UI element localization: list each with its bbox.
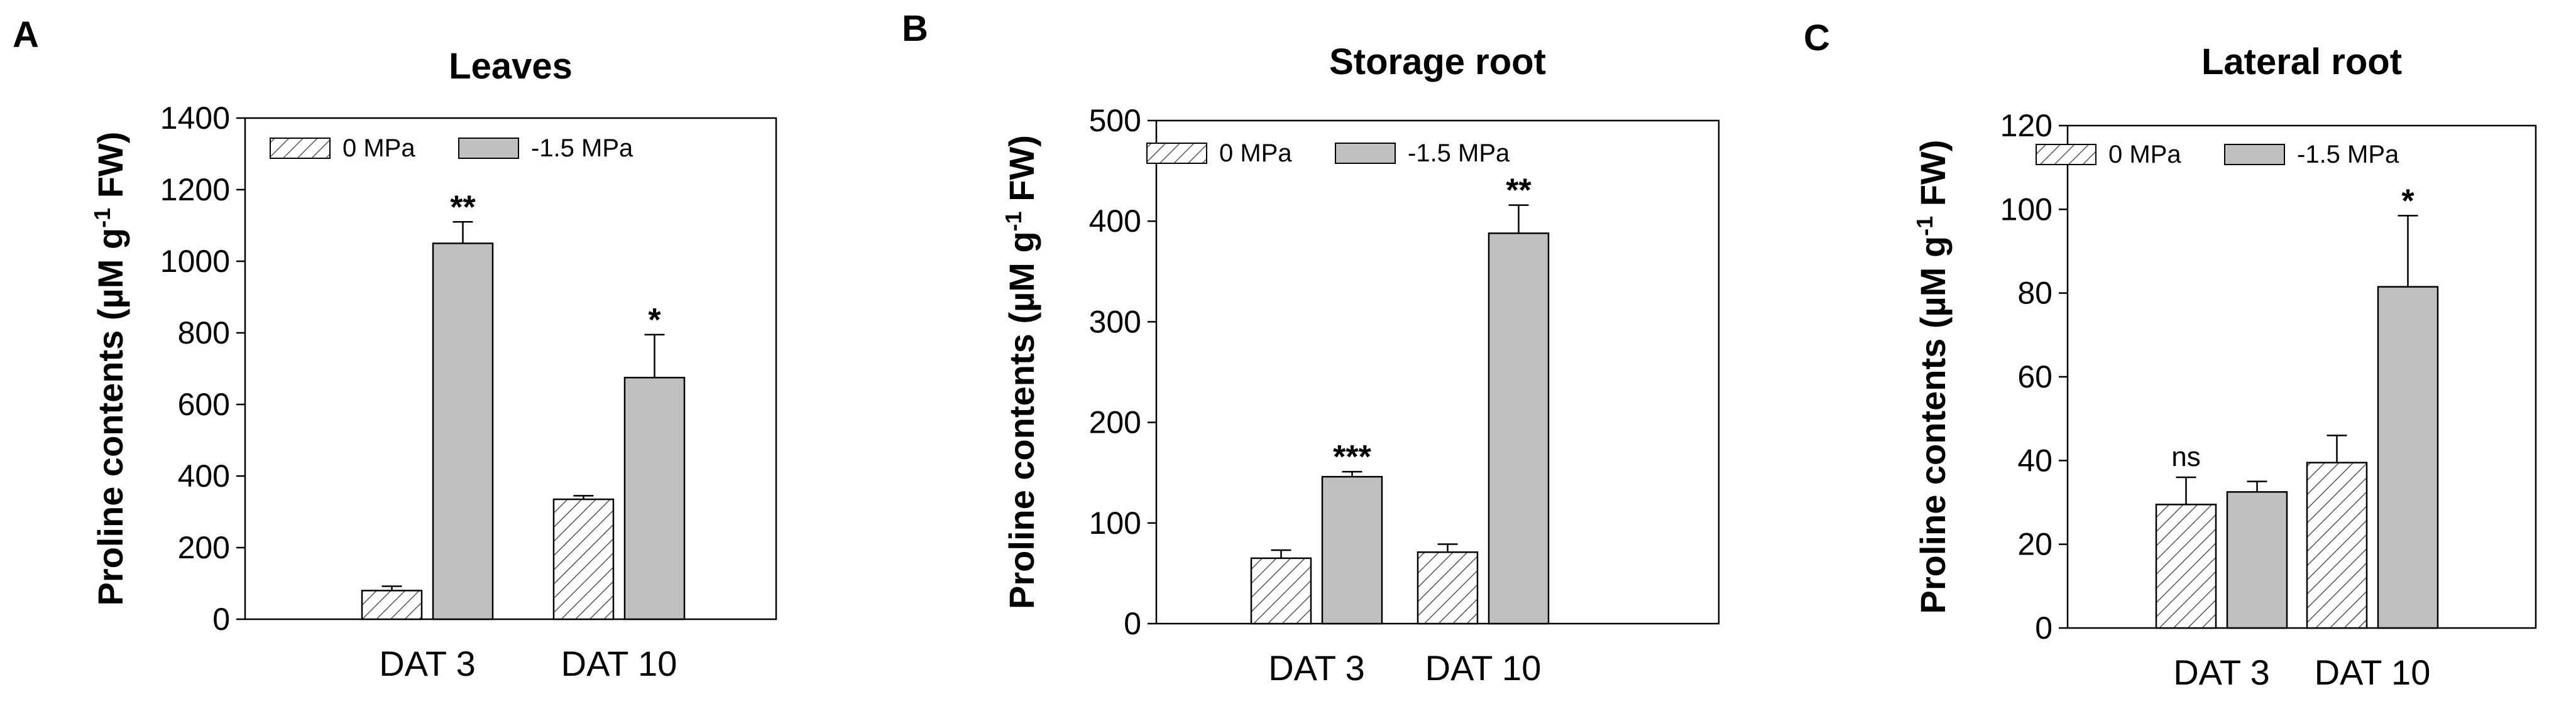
bar-control-1: [1250, 557, 1312, 625]
y-tick-label: 600: [178, 387, 230, 422]
legend: 0 MPa -1.5 MPa: [270, 134, 633, 162]
y-axis-label-sup: -1: [89, 208, 115, 228]
legend: 0 MPa -1.5 MPa: [1146, 139, 1510, 167]
significance-label: **: [450, 189, 476, 225]
y-tick-label: 60: [2017, 359, 2053, 394]
y-axis-label: Proline contents (µM g-1 FW): [89, 132, 130, 606]
legend: 0 MPa -1.5 MPa: [2036, 141, 2399, 168]
bar-treated-2: [2377, 286, 2439, 629]
y-axis-label-sup: -1: [1000, 211, 1026, 231]
y-axis-label-unit: FW): [90, 132, 130, 208]
panel-letter: B: [902, 8, 928, 49]
y-axis-label-unit: FW): [1002, 135, 1041, 211]
y-tick-label: 200: [178, 530, 230, 565]
panel-letter: C: [1804, 18, 1830, 58]
plot-frame: [244, 117, 777, 620]
y-tick-label: 300: [1089, 304, 1141, 339]
y-tick-label: 0: [212, 602, 230, 637]
legend-swatch-control: [1146, 143, 1207, 164]
significance-label: **: [1506, 173, 1532, 209]
chart-title: Storage root: [1329, 41, 1546, 82]
y-axis-label-unit: FW): [1913, 140, 1953, 216]
y-tick-label: 40: [2017, 443, 2053, 478]
y-tick-label: 200: [1089, 405, 1141, 440]
significance-label: ns: [2171, 441, 2200, 472]
legend-swatch-control: [270, 138, 331, 159]
y-tick-label: 400: [1089, 203, 1141, 239]
legend-label-treated: -1.5 MPa: [531, 134, 633, 162]
chart-title: Lateral root: [2201, 41, 2402, 82]
y-tick-label: 1200: [160, 172, 230, 207]
y-tick-label: 100: [2000, 192, 2053, 227]
x-category-label: DAT 3: [1268, 648, 1365, 688]
y-axis-label-main: Proline contents (µM g: [1913, 236, 1953, 614]
legend-label-control: 0 MPa: [343, 134, 415, 162]
bar-treated-2: [1488, 232, 1550, 625]
y-tick-label: 20: [2017, 527, 2053, 562]
y-tick-label: 1400: [160, 100, 230, 136]
y-tick-label: 500: [1089, 103, 1141, 138]
y-tick-label: 0: [2035, 610, 2053, 646]
y-tick-label: 1000: [160, 244, 230, 279]
plot-frame: [2066, 124, 2537, 629]
bar-treated-1: [1321, 475, 1383, 625]
x-category-label: DAT 3: [2173, 653, 2270, 692]
x-category-label: DAT 10: [1425, 648, 1542, 688]
bar-control-2: [552, 498, 615, 620]
plot-frame: [1155, 119, 1720, 625]
bar-treated-1: [432, 242, 494, 620]
y-axis-label-sup: -1: [1912, 216, 1937, 236]
y-tick-label: 120: [2000, 108, 2053, 143]
y-tick-label: 0: [1124, 606, 1141, 641]
legend-label-treated: -1.5 MPa: [2297, 141, 2399, 168]
x-category-label: DAT 10: [561, 644, 677, 683]
legend-label-control: 0 MPa: [2108, 141, 2181, 168]
y-axis-label-main: Proline contents (µM g: [1002, 231, 1041, 609]
y-tick-label: 80: [2017, 276, 2053, 311]
bar-control-1: [2155, 504, 2217, 629]
chart-panel-b: B Storage root 0 100 200 300 400 500 Proline con…: [902, 8, 1720, 688]
chart-panel-a: A Leaves 0 200 400 600 800 1000 1200 1400 Proline …: [13, 14, 777, 683]
significance-label: *: [648, 302, 661, 338]
y-axis-label: Proline contents (µM g-1 FW): [1912, 140, 1953, 614]
x-category-label: DAT 3: [379, 644, 476, 683]
bar-treated-2: [623, 377, 686, 620]
bar-control-2: [2306, 462, 2368, 629]
legend-swatch-treated: [2224, 144, 2285, 165]
significance-label: *: [2401, 183, 2414, 219]
panel-letter: A: [13, 14, 39, 55]
y-tick-label: 800: [178, 315, 230, 350]
bar-control-2: [1417, 551, 1479, 625]
bar-control-1: [361, 590, 423, 620]
y-axis-label-main: Proline contents (µM g: [90, 228, 130, 606]
legend-label-control: 0 MPa: [1219, 139, 1292, 167]
legend-swatch-treated: [1335, 143, 1396, 164]
legend-label-treated: -1.5 MPa: [1408, 139, 1510, 167]
y-tick-label: 100: [1089, 506, 1141, 541]
legend-swatch-treated: [458, 138, 519, 159]
y-axis-label: Proline contents (µM g-1 FW): [1000, 135, 1041, 609]
y-tick-label: 400: [178, 458, 230, 494]
legend-swatch-control: [2036, 144, 2096, 165]
chart-title: Leaves: [449, 46, 573, 87]
significance-label: ***: [1333, 439, 1371, 475]
bar-treated-1: [2226, 491, 2288, 629]
chart-panel-c: C Lateral root 0 20 40 60 80 100 120 Proline cont…: [1804, 18, 2537, 692]
x-category-label: DAT 10: [2315, 653, 2431, 692]
